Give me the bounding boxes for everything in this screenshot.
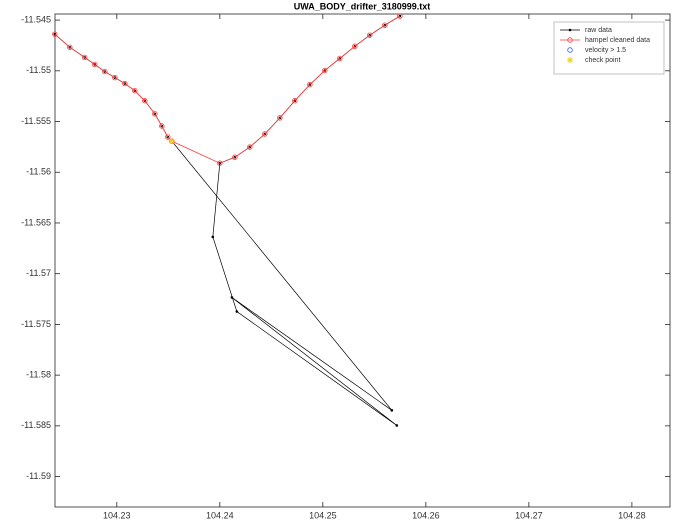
point bbox=[232, 154, 238, 160]
x-tick-label: 104.25 bbox=[309, 510, 337, 520]
y-tick-label: -11.575 bbox=[21, 319, 51, 329]
point bbox=[247, 144, 253, 150]
x-tick-label: 104.24 bbox=[206, 510, 234, 520]
axes-box bbox=[54, 13, 671, 508]
point bbox=[112, 74, 118, 81]
point bbox=[217, 160, 223, 166]
point bbox=[390, 409, 394, 412]
y-tick-label: -11.585 bbox=[21, 420, 51, 430]
point bbox=[132, 87, 138, 94]
point bbox=[382, 22, 388, 28]
point bbox=[367, 32, 373, 38]
legend-marker bbox=[567, 47, 573, 53]
point bbox=[292, 98, 298, 104]
point bbox=[230, 296, 234, 299]
point bbox=[277, 115, 283, 121]
legend-marker bbox=[568, 28, 572, 32]
point bbox=[67, 44, 73, 50]
point bbox=[152, 111, 158, 117]
point bbox=[82, 54, 88, 61]
x-tick-label: 104.28 bbox=[618, 510, 646, 520]
legend: raw data hampel cleaned data velocity > 1.… bbox=[553, 21, 665, 75]
y-tick-label: -11.58 bbox=[26, 370, 51, 380]
point bbox=[397, 13, 403, 19]
legend-label: check point bbox=[585, 57, 620, 64]
x-tick-label: 104.23 bbox=[103, 510, 131, 520]
legend-label: raw data bbox=[585, 27, 612, 34]
point bbox=[337, 55, 343, 62]
y-tick-label: -11.55 bbox=[26, 65, 51, 75]
legend-label: hampel cleaned data bbox=[585, 37, 650, 44]
point bbox=[159, 123, 165, 129]
legend-box bbox=[553, 21, 665, 75]
y-tick-label: -11.545 bbox=[21, 14, 51, 24]
point bbox=[307, 81, 313, 88]
legend-label: velocity > 1.5 bbox=[585, 47, 626, 54]
chart-title: UWA_BODY_drifter_3180999.txt bbox=[294, 1, 431, 11]
point bbox=[211, 235, 215, 239]
point bbox=[262, 131, 268, 137]
point bbox=[142, 98, 148, 104]
x-tick-label: 104.27 bbox=[515, 510, 543, 520]
point bbox=[352, 43, 358, 49]
point bbox=[395, 424, 399, 427]
point bbox=[122, 80, 128, 87]
point bbox=[322, 67, 328, 74]
point bbox=[102, 68, 108, 75]
point bbox=[235, 310, 239, 313]
x-tick-label: 104.26 bbox=[412, 510, 440, 520]
point bbox=[165, 134, 171, 140]
y-tick-label: -11.57 bbox=[26, 268, 51, 278]
y-tick-label: -11.555 bbox=[21, 116, 51, 126]
point bbox=[92, 61, 98, 68]
point bbox=[168, 138, 175, 145]
y-tick-label: -11.59 bbox=[26, 471, 51, 481]
legend-marker bbox=[567, 57, 573, 63]
legend-marker bbox=[567, 37, 573, 43]
series-line bbox=[54, 15, 401, 164]
point bbox=[52, 31, 58, 37]
y-tick-label: -11.56 bbox=[26, 167, 51, 177]
y-tick-label: -11.565 bbox=[21, 217, 51, 227]
